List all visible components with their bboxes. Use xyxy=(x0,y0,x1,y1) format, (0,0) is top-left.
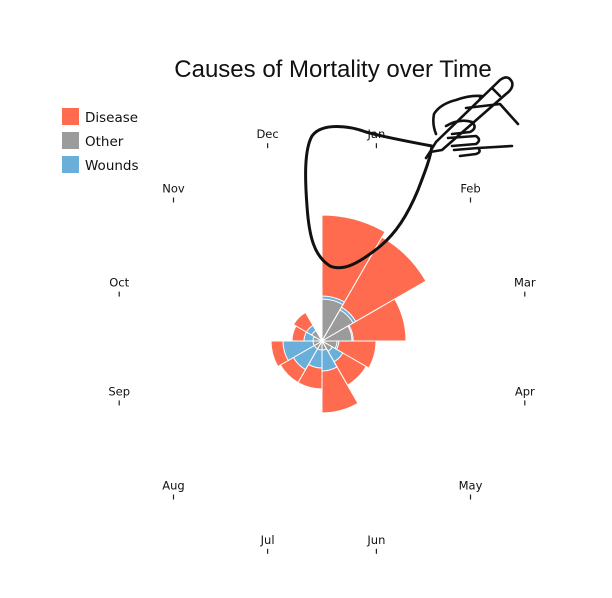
wedge-other-nov xyxy=(310,329,324,343)
month-label-mar: Mar xyxy=(514,276,536,290)
month-label-nov: Nov xyxy=(162,182,185,196)
legend-label-disease: Disease xyxy=(85,110,138,126)
chart-title: Causes of Mortality over Time xyxy=(174,56,491,83)
legend-swatch-other xyxy=(62,132,79,149)
month-label-may: May xyxy=(459,479,483,493)
hand-drawn-annotation-loop xyxy=(304,125,434,270)
month-label-jul: Jul xyxy=(260,533,275,547)
month-label-feb: Feb xyxy=(460,182,480,196)
month-label-oct: Oct xyxy=(109,276,129,290)
legend-label-wounds: Wounds xyxy=(85,158,139,174)
legend-swatch-disease xyxy=(62,108,79,125)
month-label-dec: Dec xyxy=(256,127,278,141)
month-label-sep: Sep xyxy=(108,384,130,398)
month-label-jun: Jun xyxy=(366,533,385,547)
hand-pen-icon xyxy=(424,76,520,160)
wedge-wounds-sep xyxy=(282,340,324,362)
legend-label-other: Other xyxy=(85,134,124,150)
legend-swatch-wounds xyxy=(62,156,79,173)
month-label-aug: Aug xyxy=(162,479,184,493)
month-label-apr: Apr xyxy=(515,384,535,398)
wedges xyxy=(270,214,427,414)
legend: Disease Other Wounds xyxy=(62,108,139,174)
